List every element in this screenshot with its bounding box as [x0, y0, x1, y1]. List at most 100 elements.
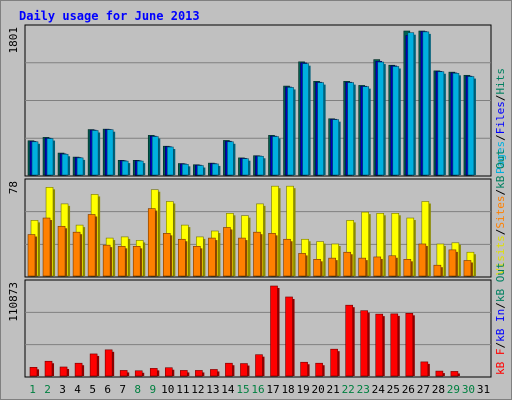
hits-panel-legend-item: Hits [494, 68, 507, 95]
kb-panel-bar-kb-f-side [322, 365, 325, 376]
visits-panel-bar-sites-side [125, 248, 128, 276]
hits-panel-bar-pages-side [368, 88, 371, 175]
visits-panel-bar-sites-side [170, 235, 173, 276]
visits-panel-bar-sites-front [388, 255, 397, 277]
visits-panel-bar-visits-side [143, 242, 146, 276]
kb-panel-bar-kb-f [74, 362, 85, 377]
x-tick-label: 29 [447, 383, 460, 396]
kb-panel-bar-kb-f-front [390, 313, 399, 377]
kb-panel-bar-kb-f-side [397, 315, 400, 376]
hits-panel-bar-pages-side [308, 65, 311, 175]
kb-panel-bar-kb-f-side [382, 316, 385, 376]
x-tick-label: 7 [119, 383, 126, 396]
hits-panel-bar-pages [347, 82, 356, 176]
hits-panel-bar-pages [242, 158, 251, 176]
kb-panel-bar-kb-f-front [420, 361, 429, 377]
x-tick-label: 19 [296, 383, 309, 396]
visits-panel-bar-visits-side [413, 220, 416, 276]
hits-panel-bar-pages-side [38, 143, 40, 175]
kb-panel-bar-kb-f-side [337, 351, 340, 376]
visits-panel-bar-sites [283, 238, 293, 277]
visits-panel-bar-sites-front [358, 257, 367, 277]
hits-panel-bar-pages [46, 138, 56, 176]
visits-panel-bar-sites [358, 257, 368, 277]
kb-panel-bar-kb-f [435, 370, 445, 377]
kb-panel-bar-kb-f-side [202, 372, 205, 376]
visits-panel-bar-visits-side [263, 205, 266, 276]
kb-panel-bar-kb-f-side [442, 373, 445, 376]
kb-panel-bar-kb-f-side [427, 363, 430, 376]
visits-panel-bar-visits-side [128, 238, 131, 276]
hits-panel-bar-pages [272, 136, 281, 176]
kb-panel-bar-kb-f-side [67, 368, 70, 376]
x-axis-day-labels: 1 2 3 4 5 6 7 8 9 10 11 12 13 14 15 16 17 18 19 20 21 22 23 24 2… [29, 383, 490, 396]
visits-panel-bar-visits-side [383, 215, 386, 276]
visits-panel-y-max-label: 78 [7, 181, 20, 194]
kb-panel-bar-kb-f-side [277, 288, 280, 376]
visits-panel-bar-sites-front [418, 243, 427, 277]
hits-panel-bar-pages-front [377, 61, 385, 176]
visits-panel-bar-sites-front [253, 231, 261, 277]
visits-panel-bar-sites-front [57, 225, 66, 277]
hits-panel-bar-pages [31, 141, 40, 176]
visits-panel-bar-visits-side [293, 188, 296, 276]
visits-panel-bar-sites-side [365, 260, 368, 276]
hits-panel-bar-pages-side [413, 34, 416, 175]
hits-panel-bar-pages-side [113, 131, 116, 175]
kb-panel-bar-kb-f-front [375, 313, 384, 377]
kb-panel-bar-kb-f-front [180, 370, 188, 377]
hits-panel-bar-pages [121, 160, 131, 176]
kb-panel-legend-item: / [494, 302, 507, 309]
hits-panel-bar-pages-side [173, 149, 176, 175]
hits-panel-bar-pages-front [227, 141, 234, 176]
visits-panel-bar-sites [268, 233, 278, 277]
kb-panel-bar-kb-f-front [405, 313, 414, 377]
x-tick-label: 27 [417, 383, 430, 396]
kb-panel-bar-kb-f [285, 296, 295, 377]
hits-panel-bar-pages-side [218, 165, 221, 175]
hits-panel-bar-pages [136, 160, 146, 176]
visits-panel-bar-visits-side [233, 215, 236, 276]
visits-panel-bar-sites-side [380, 258, 383, 276]
visits-panel-legend-item: kB Out [494, 149, 507, 189]
kb-panel-bar-kb-f [119, 370, 130, 377]
kb-panel-bar-kb-f-side [292, 298, 295, 376]
kb-panel-bar-kb-f-front [104, 349, 113, 377]
visits-panel-bar-sites-front [117, 246, 126, 277]
x-tick-label: 14 [221, 383, 235, 396]
x-tick-label: 3 [59, 383, 66, 396]
x-tick-label: 20 [312, 383, 325, 396]
visits-panel-bar-sites-front [132, 246, 141, 277]
visits-panel-legend-item: / [494, 189, 507, 196]
visits-panel-bar-sites-side [80, 234, 83, 276]
kb-panel-bar-kb-f-front [89, 353, 98, 377]
visits-panel-bar-sites [253, 231, 263, 277]
visits-panel-bar-sites-front [268, 233, 276, 277]
visits-panel-bar-sites-front [373, 256, 382, 277]
kb-panel-bar-kb-f-side [37, 369, 39, 376]
hits-panel-bar-pages-front [407, 32, 415, 176]
kb-panel-bar-kb-f [420, 361, 430, 377]
visits-panel-bar-sites-front [42, 217, 51, 277]
visits-panel-bar-sites-front [72, 231, 81, 277]
kb-panel-bar-kb-f-front [210, 369, 218, 377]
visits-panel-bar-sites-front [178, 238, 186, 277]
visits-panel-bar-sites-front [223, 227, 231, 277]
hits-panel-bar-pages-side [473, 78, 476, 175]
visits-panel-bar-sites-side [320, 261, 323, 276]
x-tick-label: 16 [251, 383, 264, 396]
kb-panel-bar-kb-f [104, 349, 115, 377]
visits-panel-bar-sites [162, 233, 173, 277]
x-tick-label: 23 [357, 383, 370, 396]
visits-panel-bar-sites-side [230, 229, 233, 276]
kb-panel-bar-kb-f-front [300, 361, 308, 377]
visits-panel-bar-sites [42, 217, 53, 277]
kb-panel-bar-kb-f [240, 363, 250, 377]
visits-panel-bar-sites-front [238, 237, 246, 277]
kb-panel-bar-kb-f-front [450, 371, 459, 377]
kb-panel-bar-kb-f-side [412, 315, 415, 376]
kb-panel-bar-kb-f-side [187, 372, 190, 376]
x-tick-label: 28 [432, 383, 445, 396]
visits-panel-bar-sites [343, 251, 353, 277]
x-tick-label: 11 [176, 383, 189, 396]
